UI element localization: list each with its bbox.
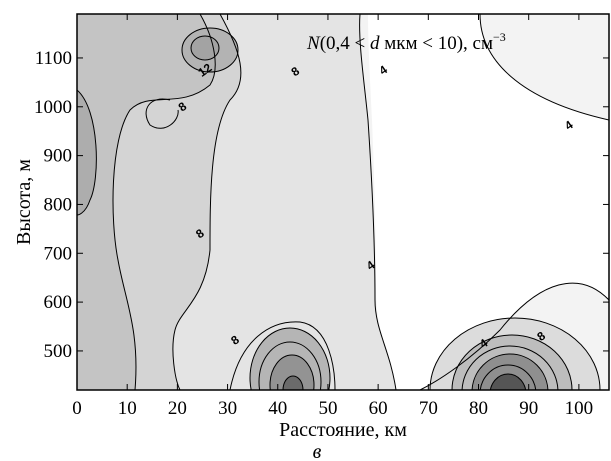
contour-line-8-left: [172, 14, 242, 390]
x-tick-label: 80: [469, 398, 488, 419]
chart-annotation: N(0,4 < d мкм < 10), см−3: [306, 30, 506, 54]
y-tick-label: 800: [44, 194, 73, 215]
x-axis-title: Расстояние, км: [279, 419, 407, 441]
y-tick-label: 500: [44, 341, 73, 362]
left-edge-tongue: [77, 90, 97, 215]
contour-line-10: [112, 14, 216, 390]
peak-bottom-middle-max: [283, 376, 303, 390]
peak-bottom-middle-core: [270, 355, 314, 390]
contour-line-18-middle: [282, 375, 304, 390]
x-tick-label: 20: [168, 398, 187, 419]
contour-line-14-right: [461, 345, 559, 390]
contour-line-8-inner: [145, 98, 179, 129]
contour-line-20-right: [489, 373, 527, 390]
y-tick-label: 900: [44, 146, 73, 167]
contour-lines: [77, 14, 609, 390]
plot-frame: [76, 13, 610, 391]
x-tick-label: 0: [72, 398, 82, 419]
y-tick-label: 600: [44, 292, 73, 313]
region-white: [368, 14, 609, 390]
y-axis: 500 600 700 800 900 1000 1100: [34, 48, 609, 362]
contour-line-12-top: [181, 27, 239, 73]
peak-bottom-right-core: [472, 354, 548, 390]
y-axis-title: Высота, м: [13, 159, 35, 245]
x-tick-label: 90: [519, 398, 538, 419]
peak-bottom-right-max: [490, 374, 526, 390]
contour-line-12-middle: [258, 341, 322, 390]
contour-line-4-left: [359, 14, 397, 390]
panel-label: в: [313, 441, 322, 461]
y-tick-label: 700: [44, 243, 73, 264]
contour-line-10-middle: [249, 327, 331, 390]
contour-line-left-edge: [77, 89, 97, 216]
contour-line-14-middle: [269, 354, 315, 390]
contour-line-16-right: [471, 353, 549, 390]
region-level-12: [77, 14, 216, 390]
x-tick-label: 10: [118, 398, 137, 419]
x-tick-label: 50: [318, 398, 337, 419]
x-tick-label: 60: [369, 398, 388, 419]
x-tick-label: 100: [565, 398, 594, 419]
contour-line-8-right: [429, 317, 601, 390]
y-tick-label: 1000: [34, 97, 72, 118]
contour-line-18-right: [479, 364, 537, 390]
contour-line-12-right: [451, 334, 573, 390]
contour-line-8-middle: [229, 321, 336, 390]
x-axis: 0 10 20 30 40 50 60 70 80 90 100: [72, 14, 593, 419]
x-tick-label: 30: [218, 398, 237, 419]
x-tick-label: 70: [419, 398, 438, 419]
contour-line-4-bottom: [419, 282, 609, 390]
x-tick-label: 40: [268, 398, 287, 419]
contour-line-4-right-top: [479, 14, 609, 121]
y-tick-label: 1100: [35, 48, 72, 69]
contour-line-14-top: [190, 35, 220, 61]
